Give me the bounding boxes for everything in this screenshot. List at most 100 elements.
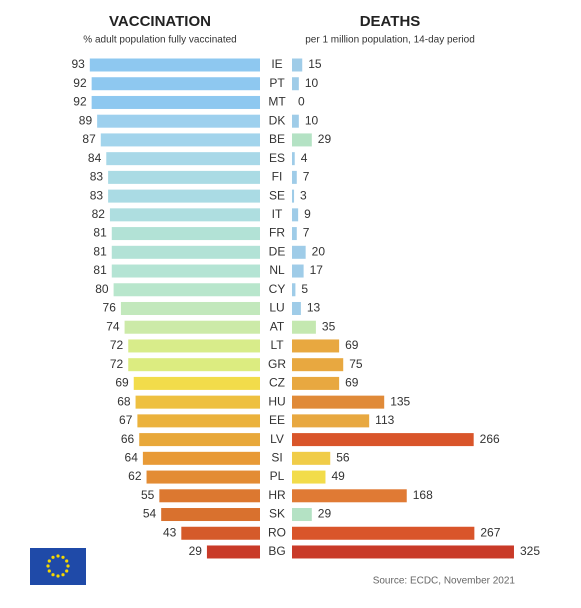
vaccination-title: VACCINATION [109, 13, 211, 30]
vaccination-value: 43 [163, 525, 177, 539]
country-label: HR [268, 488, 286, 502]
vaccination-bar [91, 95, 260, 109]
deaths-bar [292, 526, 475, 540]
country-label: ES [269, 151, 285, 165]
country-label: SK [269, 507, 285, 521]
vaccination-bar [161, 508, 260, 522]
vaccination-bar [146, 470, 260, 484]
vaccination-value: 68 [117, 394, 131, 408]
vaccination-value: 74 [106, 319, 120, 333]
vaccination-value: 81 [93, 226, 107, 240]
vaccination-bar [128, 339, 260, 353]
deaths-bar [292, 283, 296, 297]
vaccination-value: 67 [119, 413, 133, 427]
deaths-value: 266 [480, 432, 500, 446]
country-label: NL [269, 263, 285, 277]
vaccination-bar [128, 358, 260, 372]
deaths-bar [292, 77, 299, 91]
vaccination-value: 69 [115, 376, 129, 390]
source: Source: ECDC, November 2021 [373, 576, 516, 587]
deaths-value: 325 [520, 544, 540, 558]
deaths-bar [292, 152, 295, 166]
vaccination-value: 81 [93, 244, 107, 258]
deaths-value: 135 [390, 394, 410, 408]
vaccination-value: 64 [125, 451, 139, 465]
country-label: PL [270, 469, 285, 483]
deaths-bar [292, 339, 340, 353]
vaccination-value: 84 [88, 151, 102, 165]
country-label: IT [272, 207, 283, 221]
vaccination-bar [142, 451, 260, 465]
deaths-value: 10 [305, 113, 319, 127]
deaths-bar [292, 320, 316, 334]
country-label: EE [269, 413, 285, 427]
deaths-bar [292, 227, 297, 241]
vaccination-bar [111, 264, 261, 278]
deaths-value: 168 [413, 488, 433, 502]
vaccination-value: 89 [79, 113, 93, 127]
deaths-value: 4 [301, 151, 308, 165]
vaccination-bar [137, 414, 260, 428]
vaccination-value: 72 [110, 357, 124, 371]
vaccination-value: 81 [93, 263, 107, 277]
deaths-bar [292, 433, 474, 447]
deaths-subtitle: per 1 million population, 14-day period [305, 35, 475, 46]
deaths-value: 17 [310, 263, 324, 277]
country-label: CZ [269, 376, 285, 390]
vaccination-value: 29 [189, 544, 203, 558]
country-label: BE [269, 132, 285, 146]
deaths-bar [292, 189, 295, 203]
deaths-value: 5 [301, 282, 308, 296]
vaccination-bar [139, 433, 260, 447]
vaccination-bar [106, 152, 260, 166]
deaths-bar [292, 114, 299, 128]
deaths-bar [292, 358, 344, 372]
vaccination-bar [133, 376, 260, 390]
deaths-value: 69 [345, 376, 359, 390]
deaths-value: 7 [303, 226, 310, 240]
deaths-bar [292, 508, 312, 522]
country-label: BG [268, 544, 285, 558]
country-label: PT [269, 76, 285, 90]
deaths-value: 267 [480, 525, 500, 539]
country-label: RO [268, 525, 286, 539]
country-label: IE [271, 57, 282, 71]
vaccination-value: 83 [90, 188, 104, 202]
vaccination-bar [108, 189, 260, 203]
country-label: LT [270, 338, 284, 352]
vaccination-value: 54 [143, 507, 157, 521]
deaths-value: 20 [312, 244, 326, 258]
country-label: LU [269, 301, 284, 315]
deaths-value: 113 [375, 413, 394, 427]
deaths-value: 69 [345, 338, 359, 352]
deaths-bar [292, 414, 370, 428]
country-label: LV [270, 432, 284, 446]
vaccination-value: 83 [90, 170, 104, 184]
deaths-title: DEATHS [360, 13, 421, 30]
vaccination-bar [97, 114, 260, 128]
deaths-value: 9 [304, 207, 311, 221]
country-label: DK [269, 113, 286, 127]
vaccination-bar [206, 545, 260, 559]
vaccination-value: 82 [92, 207, 106, 221]
deaths-value: 7 [303, 170, 310, 184]
vaccination-subtitle: % adult population fully vaccinated [83, 35, 236, 46]
country-label: FI [272, 170, 283, 184]
vaccination-bar [100, 133, 260, 147]
deaths-bar [292, 245, 306, 259]
vaccination-bar [181, 526, 260, 540]
deaths-value: 13 [307, 301, 321, 315]
deaths-value: 56 [336, 451, 350, 465]
vaccination-bar [91, 77, 260, 91]
deaths-bar [292, 58, 303, 72]
vaccination-value: 92 [73, 95, 87, 109]
country-label: SE [269, 188, 285, 202]
country-label: GR [268, 357, 286, 371]
vaccination-bar [109, 208, 260, 222]
deaths-value: 15 [308, 57, 322, 71]
deaths-bar [292, 545, 514, 559]
deaths-bar [292, 208, 299, 222]
deaths-value: 29 [318, 132, 332, 146]
vaccination-value: 76 [103, 301, 117, 315]
